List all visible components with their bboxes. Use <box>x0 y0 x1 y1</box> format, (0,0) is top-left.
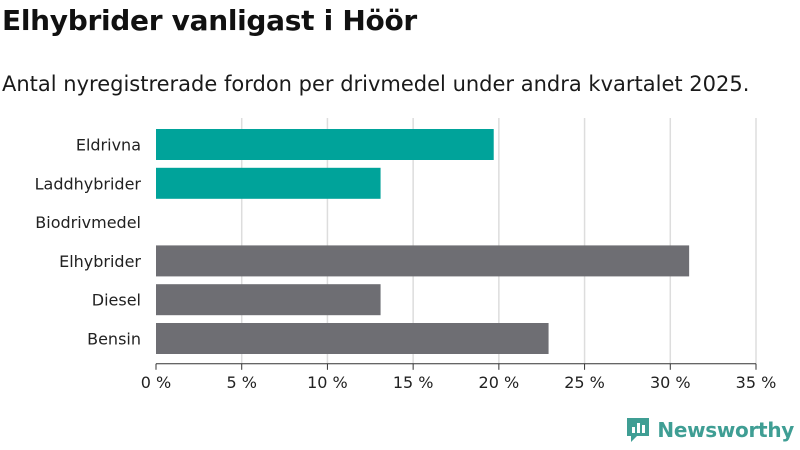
category-label: Bensin <box>87 330 141 349</box>
x-tick-label: 5 % <box>226 373 256 392</box>
bar-elhybrider <box>156 245 690 277</box>
bars <box>156 129 690 354</box>
x-tick-label: 30 % <box>650 373 691 392</box>
category-labels: Eldrivna Laddhybrider Biodrivmedel Elhybrid… <box>35 136 142 349</box>
category-label: Diesel <box>92 291 141 310</box>
brand-name: Newsworthy <box>657 418 794 442</box>
bar-bensin <box>156 323 549 354</box>
bar-chart: Eldrivna Laddhybrider Biodrivmedel Elhybrid… <box>35 118 777 392</box>
category-label: Biodrivmedel <box>35 213 141 232</box>
x-axis: 0 % 5 % 10 % 15 % 20 % 25 % 30 % 35 % <box>141 363 777 392</box>
newsworthy-logo-icon <box>627 418 650 442</box>
x-tick-label: 0 % <box>141 373 171 392</box>
bar-laddhybrider <box>156 167 381 199</box>
category-label: Laddhybrider <box>35 174 142 193</box>
category-label: Elhybrider <box>59 252 141 271</box>
bar-eldrivna <box>156 129 494 160</box>
chart-title: Elhybrider vanligast i Höör <box>2 4 417 37</box>
category-label: Eldrivna <box>76 136 141 155</box>
x-tick-label: 15 % <box>393 373 434 392</box>
chart-subtitle: Antal nyregistrerade fordon per drivmede… <box>2 72 750 96</box>
x-tick-label: 35 % <box>736 373 777 392</box>
x-tick-label: 10 % <box>307 373 348 392</box>
x-tick-label: 25 % <box>564 373 605 392</box>
x-tick-label: 20 % <box>479 373 520 392</box>
bar-diesel <box>156 284 381 316</box>
newsworthy-logo: Newsworthy <box>625 416 794 444</box>
